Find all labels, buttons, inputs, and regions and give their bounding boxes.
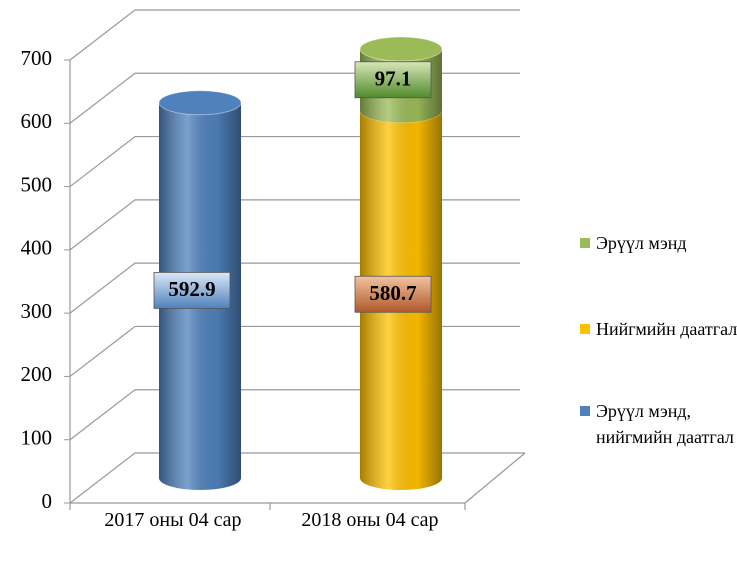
data-label-text: 580.7 <box>369 281 416 305</box>
axes <box>69 60 526 510</box>
grid-line <box>69 72 520 124</box>
grid-line <box>69 135 520 188</box>
data-label-box <box>354 61 432 99</box>
floor-back <box>69 452 525 504</box>
y-tick-label: 700 <box>21 46 53 70</box>
data-label-text: 592.9 <box>168 277 215 301</box>
floor-edge <box>464 452 526 504</box>
data-label-box <box>153 271 231 309</box>
legend-item: Нийгмийн даатгал <box>580 316 737 342</box>
grid-line <box>69 389 520 441</box>
legend-label: Эрүүл мэнд <box>596 233 687 253</box>
legend-item: Эрүүл мэнд <box>580 230 737 256</box>
data-label-box <box>354 275 432 313</box>
y-tick-label: 400 <box>21 236 53 260</box>
legend-label: Нийгмийн даатгал <box>596 319 737 339</box>
legend-swatch <box>580 238 590 248</box>
data-label-text: 97.1 <box>375 67 412 91</box>
y-tick-label: 600 <box>21 109 53 133</box>
x-tick-label: 2017 оны 04 сар <box>104 509 242 531</box>
bar-top <box>359 36 443 62</box>
grid-line <box>69 262 520 314</box>
grid-line <box>69 199 520 251</box>
grid-line <box>69 9 520 61</box>
data-label: 97.1 <box>354 61 432 99</box>
y-tick-label: 0 <box>42 489 53 513</box>
grid-line <box>69 325 520 377</box>
x-tick-label: 2018 оны 04 сар <box>301 509 439 531</box>
y-tick-label: 100 <box>21 426 53 450</box>
y-tick-label: 300 <box>21 299 53 323</box>
data-label: 580.7 <box>354 275 432 313</box>
data-label: 592.9 <box>153 271 231 309</box>
y-tick-label: 200 <box>21 362 53 386</box>
y-tick-label: 500 <box>21 172 53 196</box>
legend-item: Эрүүл мэнд, нийгмийн даатгал <box>580 398 737 450</box>
bar-top <box>158 90 242 116</box>
legend-swatch <box>580 324 590 334</box>
legend-swatch <box>580 406 590 416</box>
legend-label: Эрүүл мэнд, нийгмийн даатгал <box>596 401 734 447</box>
